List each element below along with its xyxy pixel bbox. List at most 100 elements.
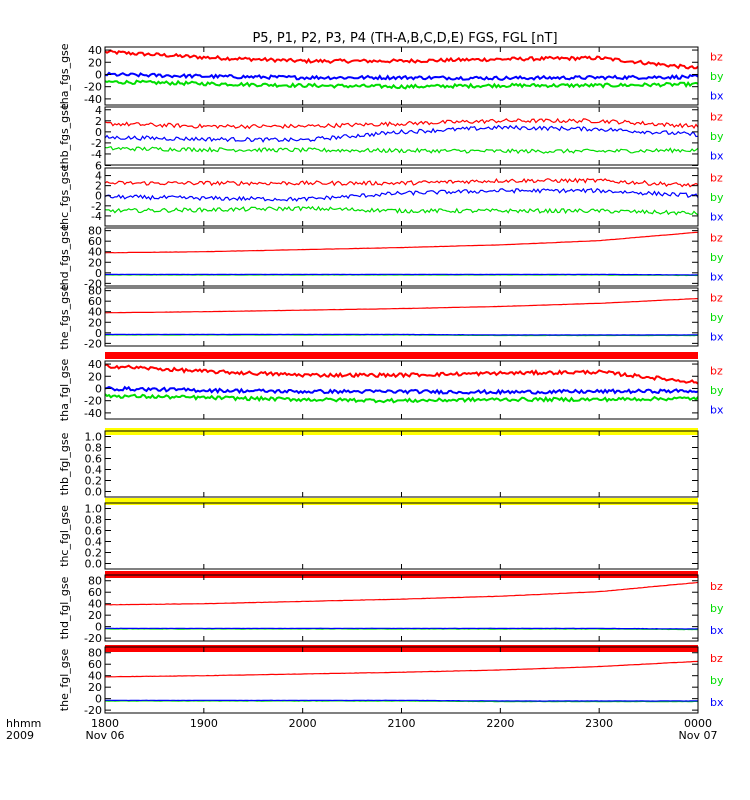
y-tick-label: 20	[88, 56, 102, 69]
y-axis-label: thb_fgs_gse	[58, 103, 71, 169]
y-tick-label: 60	[88, 295, 102, 308]
y-tick-label: 40	[88, 598, 102, 611]
y-tick-label: 0.2	[85, 547, 103, 560]
series-line-by	[105, 393, 698, 404]
series-line-bz	[105, 231, 698, 254]
legend-label-bx: bx	[710, 696, 724, 709]
y-tick-label: 0.8	[85, 514, 103, 527]
y-axis-label: thd_fgl_gse	[58, 576, 71, 639]
start-date-label: Nov 06	[86, 729, 125, 742]
legend-label-bx: bx	[710, 330, 724, 343]
series-line-bx	[105, 273, 698, 276]
series-line-bz	[105, 177, 698, 188]
legend-label-by: by	[710, 70, 724, 83]
y-tick-label: -20	[84, 632, 102, 645]
y-tick-label: -2	[91, 137, 102, 150]
y-tick-label: 80	[88, 225, 102, 238]
flag-bar-yellow	[105, 498, 698, 505]
panel-frame	[104, 227, 699, 287]
panel-frame	[104, 646, 699, 714]
y-tick-label: 60	[88, 658, 102, 671]
flag-bar-red	[105, 352, 698, 359]
panel-frame	[104, 430, 699, 498]
y-tick-label: 2	[95, 180, 102, 193]
legend-label-by: by	[710, 674, 724, 687]
legend-label-bz: bz	[710, 580, 723, 593]
series-line-by	[105, 79, 698, 90]
y-tick-label: 0.0	[85, 558, 103, 571]
series-line-bz	[105, 363, 698, 385]
series-line-bx	[105, 124, 698, 143]
panel-thb_fgl_gse: 1.00.80.60.40.20.0 thb_fgl_gse	[58, 428, 699, 499]
time-row-label: hhmm	[6, 717, 41, 730]
series-line-bz	[105, 297, 698, 314]
y-tick-label: 40	[88, 306, 102, 319]
x-tick-label: 1800	[91, 717, 119, 730]
y-tick-label: 6	[95, 159, 102, 172]
y-tick-label: 0.6	[85, 453, 103, 466]
y-tick-label: 0	[95, 693, 102, 706]
y-axis-label: thd_fgs_gse	[58, 224, 71, 290]
legend-label-by: by	[710, 130, 724, 143]
legend-label-bx: bx	[710, 210, 724, 223]
y-tick-label: 0.4	[85, 464, 103, 477]
x-tick-label: 2200	[486, 717, 514, 730]
legend-label-bz: bz	[710, 652, 723, 665]
series-line-bz	[105, 49, 698, 70]
y-tick-label: 20	[88, 681, 102, 694]
y-axis-label: the_fgl_gse	[58, 649, 71, 712]
x-tick-label: 2000	[289, 717, 317, 730]
legend-label-by: by	[710, 602, 724, 615]
y-axis-label: thb_fgl_gse	[58, 432, 71, 495]
y-tick-label: 80	[88, 575, 102, 588]
y-tick-label: 40	[88, 670, 102, 683]
time-axis: 1800 1900 2000 2100 2200 2300 0000 Nov 06 Nov 07…	[6, 717, 717, 742]
y-tick-label: -20	[84, 81, 102, 94]
end-date-label: Nov 07	[679, 729, 718, 742]
series-line-bx	[105, 627, 698, 630]
series-line-by	[105, 205, 698, 216]
y-tick-label: 4	[95, 104, 102, 117]
y-tick-label: 60	[88, 235, 102, 248]
y-tick-label: 0.2	[85, 475, 103, 488]
y-axis-label: tha_fgs_gse	[58, 43, 71, 108]
panel-frame	[104, 106, 699, 166]
y-tick-label: 0.6	[85, 525, 103, 538]
series-line-bx	[105, 333, 698, 336]
legend-label-bx: bx	[710, 149, 724, 162]
y-tick-label: -2	[91, 200, 102, 213]
x-tick-label: 0000	[684, 717, 712, 730]
legend-label-bx: bx	[710, 624, 724, 637]
y-axis-label: thc_fgl_gse	[58, 505, 71, 567]
y-tick-label: 0.0	[85, 486, 103, 499]
y-tick-label: 40	[88, 44, 102, 57]
series-line-bz	[105, 660, 698, 678]
y-tick-label: 20	[88, 256, 102, 269]
panel-thb_fgs_gse: 420-2-4 thb_fgs_gse bz by bx	[58, 103, 724, 169]
y-tick-label: 0	[95, 190, 102, 203]
y-axis-label: the_fgs_gse	[58, 284, 71, 349]
y-tick-label: 0	[95, 267, 102, 280]
y-tick-label: 4	[95, 170, 102, 183]
y-tick-label: -20	[84, 277, 102, 290]
series-line-bz	[105, 117, 698, 130]
series-line-bx	[105, 699, 698, 702]
legend-label-bz: bz	[710, 51, 723, 64]
y-tick-label: 2	[95, 115, 102, 128]
panel-thc_fgl_gse: 1.00.80.60.40.20.0 thc_fgl_gse	[58, 498, 699, 571]
y-tick-label: 80	[88, 285, 102, 298]
legend-label-bz: bz	[710, 111, 723, 124]
y-tick-label: 20	[88, 609, 102, 622]
legend-label-by: by	[710, 384, 724, 397]
panel-frame	[104, 167, 699, 227]
y-tick-label: -4	[91, 210, 102, 223]
y-tick-label: 0	[95, 327, 102, 340]
y-tick-label: 40	[88, 246, 102, 259]
legend-label-by: by	[710, 251, 724, 264]
y-tick-label: 80	[88, 647, 102, 660]
y-tick-label: 40	[88, 358, 102, 371]
year-row-label: 2009	[6, 729, 34, 742]
